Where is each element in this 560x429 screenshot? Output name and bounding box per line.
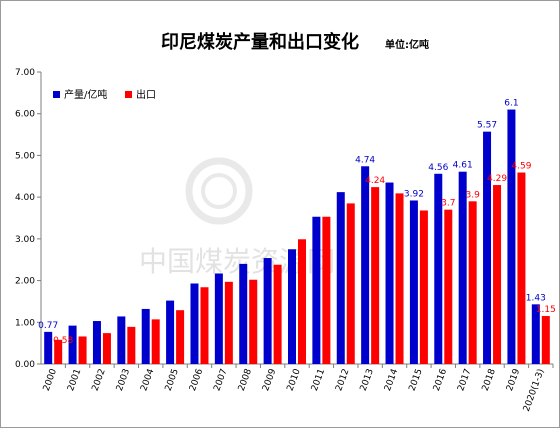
bar-production [385, 182, 394, 364]
bar-export [493, 185, 502, 364]
bar-export [102, 333, 111, 364]
bar-export [419, 210, 428, 364]
bar-export [322, 216, 331, 364]
bar-production [214, 273, 223, 364]
data-label-export: 4.24 [365, 176, 385, 186]
bar-export [517, 172, 526, 364]
bar-export [54, 339, 63, 364]
data-labels: 0.77 4.74 3.92 4.56 4.61 5.57 6.1 1.43 0.58 4.24 3… [38, 99, 556, 346]
bar-production [166, 300, 175, 364]
legend-swatch [125, 91, 132, 98]
x-tick-label: 2016 [432, 367, 449, 392]
data-label-production: 5.57 [477, 121, 497, 131]
y-tick-label: 0.00 [15, 360, 35, 370]
bar-export [224, 281, 233, 364]
x-tick-label: 2004 [139, 367, 156, 392]
x-tick-label: 2009 [261, 367, 278, 392]
bar-production [117, 316, 126, 364]
legend-label: 出口 [136, 88, 156, 101]
x-tick-label: 2002 [91, 368, 108, 393]
x-tick-label: 2000 [42, 367, 59, 392]
data-label-production: 4.74 [355, 155, 375, 165]
bar-production [312, 216, 321, 364]
x-tick-label: 2001 [66, 368, 83, 393]
bar-export [395, 193, 404, 364]
data-label-production: 4.56 [428, 163, 448, 173]
data-label-production: 1.43 [526, 293, 546, 303]
bar-export [346, 203, 355, 364]
x-tick-label: 2013 [359, 368, 376, 393]
bar-export [78, 336, 87, 364]
data-label-export: 4.59 [511, 162, 531, 172]
y-tick-label: 2.00 [15, 277, 35, 287]
bar-export [298, 239, 306, 364]
data-label-production: 6.1 [504, 99, 518, 109]
watermark-logo [185, 157, 253, 225]
bar-production [141, 308, 150, 364]
bar-export [273, 264, 282, 364]
bar-export [371, 187, 380, 364]
x-tick-label: 2020(1-3) [522, 368, 547, 413]
bar-production [409, 200, 418, 364]
bar-export [176, 310, 185, 364]
legend: 产量/亿吨 出口 [53, 88, 156, 101]
x-tick-label: 2006 [188, 367, 205, 392]
bar-export [200, 287, 209, 364]
bar-production [434, 173, 443, 364]
y-tick-label: 1.00 [15, 318, 35, 328]
x-tick-label: 2012 [334, 368, 351, 393]
data-label-production: 0.77 [38, 321, 58, 331]
bar-production [458, 171, 467, 364]
bar-production [263, 258, 272, 364]
bar-production [239, 263, 248, 364]
bar-production [288, 249, 296, 364]
data-label-export: 1.15 [536, 305, 556, 315]
bar-production [361, 166, 370, 364]
bar-export [249, 279, 258, 364]
data-label-export: 3.7 [441, 199, 455, 209]
x-tick-label: 2017 [456, 368, 473, 393]
unit-label: 单位:亿吨 [385, 38, 429, 51]
data-label-export: 0.58 [53, 336, 73, 346]
x-tick-label: 2005 [164, 368, 181, 393]
y-tick-label: 5.00 [15, 151, 35, 161]
x-tick-label: 2018 [481, 367, 498, 392]
bars [44, 109, 550, 365]
x-tick-label: 2003 [115, 368, 132, 393]
bar-production [507, 109, 516, 365]
bar-production [336, 192, 345, 364]
x-tick-label: 2008 [237, 367, 254, 392]
bar-export [444, 209, 453, 364]
bar-export [127, 326, 136, 364]
x-tick-label: 2010 [286, 367, 303, 392]
bar-export [468, 201, 477, 364]
x-tick-label: 2019 [505, 367, 522, 392]
chart-title: 印尼煤炭产量和出口变化 [161, 31, 359, 53]
data-label-production: 3.92 [404, 189, 424, 199]
x-tick-label: 2007 [212, 368, 229, 393]
x-tick-label: 2015 [407, 368, 424, 393]
legend-label: 产量/亿吨 [64, 88, 107, 101]
y-tick-label: 3.00 [15, 235, 35, 245]
data-label-export: 4.29 [487, 174, 507, 184]
data-label-export: 3.9 [466, 190, 481, 200]
x-tick-label: 2014 [383, 367, 400, 392]
y-tick-label: 7.00 [15, 68, 35, 78]
data-label-production: 4.61 [453, 161, 473, 171]
bar-production [68, 325, 77, 364]
bar-export [541, 316, 550, 364]
bar-production [531, 304, 540, 364]
legend-swatch [53, 91, 60, 98]
bar-production [483, 131, 492, 364]
bar-export [151, 319, 160, 364]
y-tick-label: 6.00 [15, 110, 35, 120]
bar-production [190, 283, 199, 364]
y-tick-label: 4.00 [15, 193, 35, 203]
bar-production [44, 331, 53, 364]
x-tick-label: 2011 [310, 368, 327, 393]
bar-production [92, 321, 101, 364]
